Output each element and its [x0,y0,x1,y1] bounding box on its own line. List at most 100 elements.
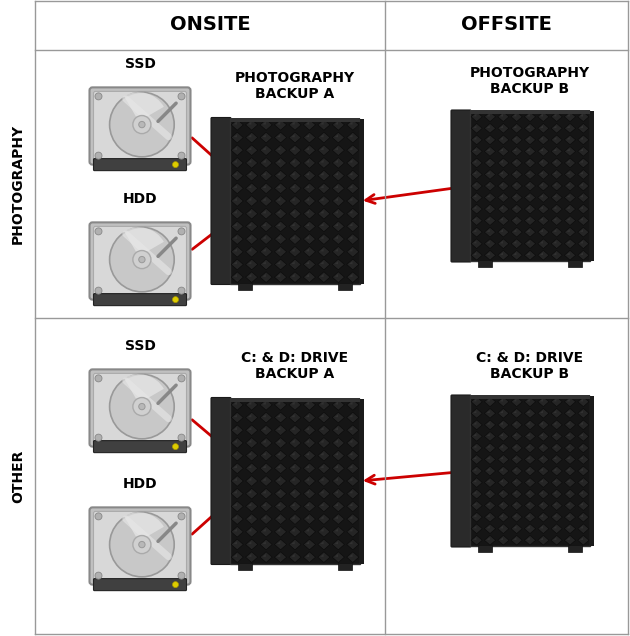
Polygon shape [540,241,543,244]
Polygon shape [566,502,570,506]
Polygon shape [263,427,266,430]
Polygon shape [277,452,280,455]
Polygon shape [524,466,536,476]
Polygon shape [260,272,272,282]
Polygon shape [291,134,295,137]
Polygon shape [498,216,509,225]
Polygon shape [538,397,549,406]
Circle shape [110,227,175,292]
Polygon shape [471,251,483,260]
Polygon shape [320,452,324,455]
Polygon shape [231,272,243,282]
Polygon shape [318,132,330,143]
Polygon shape [511,397,522,406]
Polygon shape [346,552,359,562]
Polygon shape [332,183,345,193]
Polygon shape [498,170,509,179]
Polygon shape [524,455,536,464]
Polygon shape [320,198,324,201]
Polygon shape [500,515,503,517]
FancyBboxPatch shape [93,92,186,161]
Polygon shape [500,183,503,186]
Polygon shape [527,445,530,448]
Polygon shape [566,434,570,436]
Polygon shape [484,193,496,202]
Polygon shape [304,246,316,257]
Polygon shape [346,450,359,461]
Polygon shape [538,432,549,441]
Polygon shape [346,463,359,474]
Polygon shape [580,526,583,529]
Polygon shape [291,274,295,277]
Polygon shape [335,516,338,519]
Polygon shape [346,196,359,206]
Circle shape [173,162,178,168]
Polygon shape [346,120,359,130]
Polygon shape [540,206,543,209]
Polygon shape [471,455,483,464]
Polygon shape [553,434,556,436]
Polygon shape [484,181,496,191]
Polygon shape [484,455,496,464]
Polygon shape [564,216,576,225]
Polygon shape [231,259,243,270]
FancyBboxPatch shape [93,579,186,591]
Polygon shape [511,466,522,476]
Polygon shape [349,274,352,277]
Polygon shape [306,541,309,544]
Polygon shape [524,193,536,202]
Polygon shape [578,536,589,545]
Polygon shape [277,402,280,404]
Polygon shape [580,502,583,506]
Polygon shape [231,170,243,181]
Polygon shape [511,501,522,511]
Polygon shape [260,539,272,550]
Polygon shape [471,408,483,418]
Polygon shape [513,160,517,163]
Polygon shape [318,527,330,537]
Polygon shape [511,158,522,168]
Polygon shape [538,466,549,476]
Polygon shape [473,399,476,401]
Polygon shape [500,491,503,494]
Circle shape [178,93,185,100]
Polygon shape [511,204,522,214]
Circle shape [178,513,185,520]
Polygon shape [524,170,536,179]
Polygon shape [275,438,287,448]
Polygon shape [277,541,280,544]
Polygon shape [335,249,338,251]
Polygon shape [318,259,330,270]
Polygon shape [513,114,517,116]
Polygon shape [346,539,359,550]
Polygon shape [486,537,490,540]
Polygon shape [566,183,570,186]
Polygon shape [551,466,562,476]
Polygon shape [511,420,522,430]
Polygon shape [260,259,272,270]
Polygon shape [246,209,258,219]
Polygon shape [260,527,272,537]
Polygon shape [263,121,266,125]
Polygon shape [524,204,536,214]
Polygon shape [263,261,266,264]
Polygon shape [277,261,280,264]
Polygon shape [231,221,243,232]
Polygon shape [304,120,316,130]
Polygon shape [277,478,280,481]
Text: PHOTOGRAPHY
BACKUP A: PHOTOGRAPHY BACKUP A [235,71,355,101]
Polygon shape [335,427,338,430]
Polygon shape [564,489,576,499]
Polygon shape [564,146,576,156]
Polygon shape [277,554,280,557]
Polygon shape [263,134,266,137]
Circle shape [178,228,185,235]
Polygon shape [538,193,549,202]
Polygon shape [234,121,237,125]
Text: C: & D: DRIVE
BACKUP A: C: & D: DRIVE BACKUP A [241,351,348,381]
Polygon shape [304,221,316,232]
Polygon shape [538,408,549,418]
Polygon shape [538,158,549,168]
Polygon shape [246,514,258,525]
Polygon shape [471,466,483,476]
